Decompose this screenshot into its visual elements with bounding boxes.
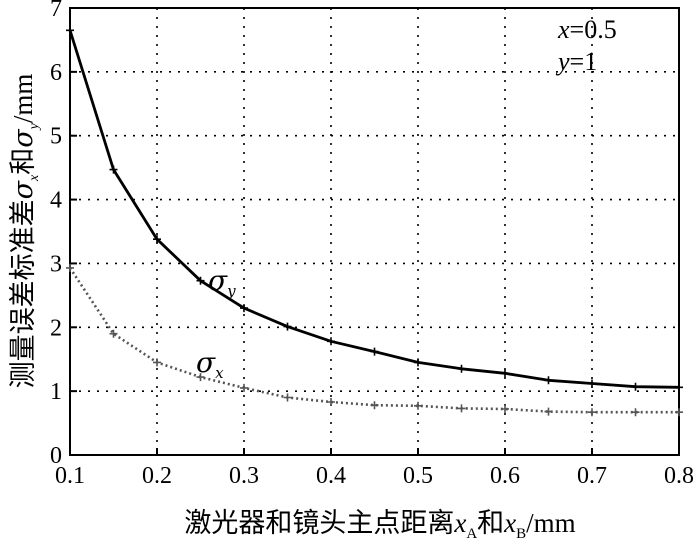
data-point-marker (501, 369, 509, 378)
y-tick-label: 7 (50, 0, 62, 22)
data-point-marker (457, 364, 466, 373)
data-point-marker (414, 358, 422, 367)
x-tick-label: 0.5 (403, 463, 433, 489)
data-point-marker (544, 407, 553, 416)
x-ticks: 0.1 0.2 0.3 0.4 0.5 0.6 0.7 0.8 (55, 448, 694, 489)
data-point-marker (283, 322, 292, 331)
series-label-sigma-x-symbol: σ (196, 346, 216, 379)
data-point-marker (588, 379, 596, 388)
data-point-marker (675, 408, 683, 417)
x-tick-label: 0.3 (229, 463, 259, 489)
x-tick-label: 0.6 (490, 463, 520, 489)
data-point-marker (327, 398, 335, 406)
y-axis-title-sym1: σ (8, 179, 39, 199)
data-point-marker (370, 401, 379, 410)
data-point-marker (414, 401, 422, 410)
x-axis-title-var-a: x (453, 508, 466, 538)
plot-frame (69, 7, 680, 456)
data-point-marker (327, 337, 335, 346)
x-tick-label: 0.2 (142, 463, 172, 489)
data-point-marker (631, 382, 640, 391)
x-tick-label: 0.8 (664, 463, 694, 489)
y-tick-label: 2 (50, 315, 62, 341)
data-point-marker (283, 393, 292, 402)
series-line-sigma-x (68, 267, 679, 414)
data-point-marker (66, 263, 74, 272)
data-point-marker (196, 373, 205, 382)
x-axis-title: 激光器和镜头主点距离xA和xB/mm (184, 508, 575, 542)
annotation-x: x=0.5 (557, 15, 617, 44)
x-axis-title-sub-a: A (466, 526, 477, 542)
series-label-sigma-y-sub: y (226, 282, 236, 300)
y-tick-label: 0 (50, 443, 62, 469)
annotation-y-value: =1 (570, 47, 598, 76)
annotation-x-var: x (557, 15, 570, 44)
data-point-marker (240, 304, 248, 313)
y-axis-title: 测量误差标准差σx和σy/mm (8, 74, 42, 389)
y-tick-label: 4 (50, 188, 62, 214)
series-label-sigma-y-symbol: σ (208, 264, 228, 297)
series-label-sigma-x-sub: x (215, 364, 224, 382)
y-axis-title-sub2: y (27, 122, 42, 131)
x-axis-title-var-b: x (503, 508, 516, 538)
y-tick-label: 1 (50, 379, 62, 405)
series-line-sigma-y (68, 29, 680, 389)
data-point-marker (240, 383, 248, 392)
x-tick-label: 0.4 (316, 463, 346, 489)
data-point-marker (588, 408, 596, 417)
data-point-marker (675, 383, 683, 392)
data-point-marker (153, 235, 161, 244)
data-point-marker (457, 404, 466, 413)
x-axis-title-sub-b: B (516, 526, 526, 542)
x-tick-label: 0.7 (577, 463, 607, 489)
data-point-marker (196, 276, 205, 285)
data-point-marker (109, 329, 118, 338)
y-axis-title-prefix: 测量误差标准差 (8, 199, 39, 388)
y-tick-label: 5 (50, 124, 62, 150)
data-point-marker (544, 376, 553, 385)
y-axis-title-unit: /mm (8, 74, 38, 124)
data-point-marker (501, 405, 509, 413)
x-axis-title-unit: /mm (526, 508, 576, 538)
y-tick-label: 6 (50, 60, 62, 86)
data-point-marker (109, 165, 118, 174)
series-label-sigma-y: σy (208, 264, 236, 300)
series-label-sigma-x: σx (196, 346, 224, 382)
y-axis-title-mid: 和 (8, 148, 39, 175)
annotation-y-var: y (555, 47, 570, 76)
x-axis-title-mid: 和 (477, 508, 504, 539)
annotation-x-value: =0.5 (570, 15, 617, 44)
y-axis-title-sym2: σ (8, 128, 39, 148)
data-point-marker (153, 358, 161, 367)
y-ticks: 0 1 2 3 4 5 6 7 (50, 0, 77, 469)
data-point-marker (370, 347, 379, 356)
data-point-marker (631, 408, 640, 417)
x-tick-label: 0.1 (55, 463, 85, 489)
annotation-y: y=1 (555, 47, 597, 76)
series-layer (66, 26, 683, 417)
data-point-marker (66, 26, 74, 35)
y-tick-label: 3 (50, 251, 62, 277)
x-axis-title-prefix: 激光器和镜头主点距离 (184, 508, 454, 539)
y-axis-title-sub1: x (27, 174, 42, 182)
